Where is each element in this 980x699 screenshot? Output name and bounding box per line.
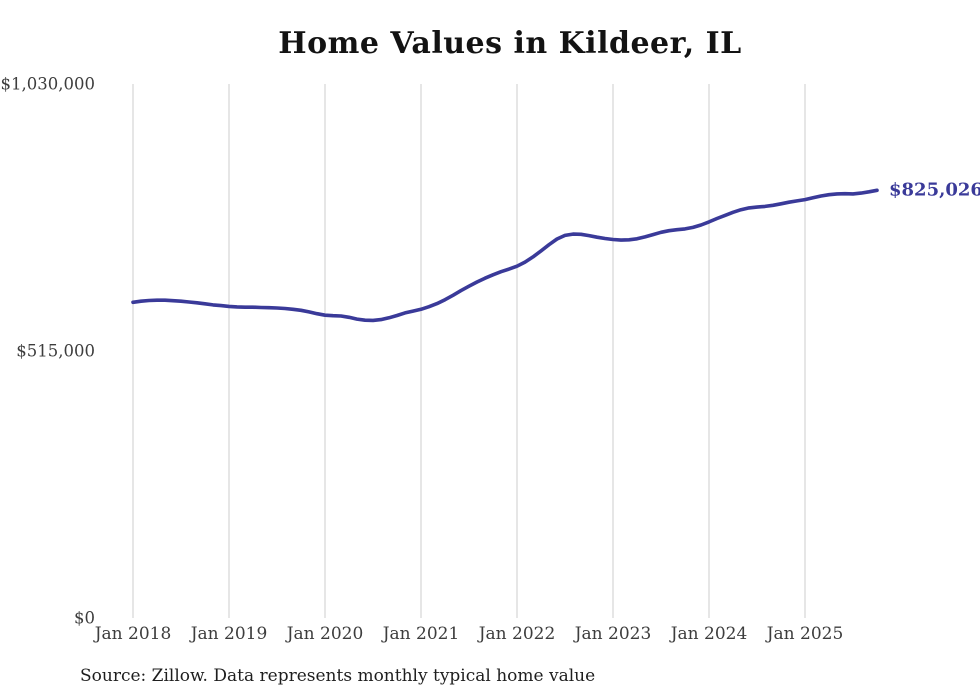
y-tick-1030000: $1,030,000	[0, 74, 95, 94]
chart-title: Home Values in Kildeer, IL	[278, 26, 742, 61]
x-tick-jan-2021: Jan 2021	[382, 624, 460, 644]
source-note: Source: Zillow. Data represents monthly …	[80, 666, 596, 686]
latest-value-label: $825,026	[889, 179, 980, 201]
y-tick-515000: $515,000	[16, 341, 95, 361]
x-tick-jan-2023: Jan 2023	[574, 624, 652, 644]
x-tick-jan-2018: Jan 2018	[94, 624, 172, 644]
y-tick-0: $0	[74, 608, 95, 628]
x-tick-jan-2024: Jan 2024	[670, 624, 748, 644]
home-value-line	[131, 188, 879, 323]
x-tick-jan-2025: Jan 2025	[766, 624, 844, 644]
x-tick-jan-2020: Jan 2020	[286, 624, 364, 644]
vertical-gridlines	[132, 84, 806, 618]
x-tick-jan-2022: Jan 2022	[478, 624, 556, 644]
x-tick-jan-2019: Jan 2019	[190, 624, 268, 644]
